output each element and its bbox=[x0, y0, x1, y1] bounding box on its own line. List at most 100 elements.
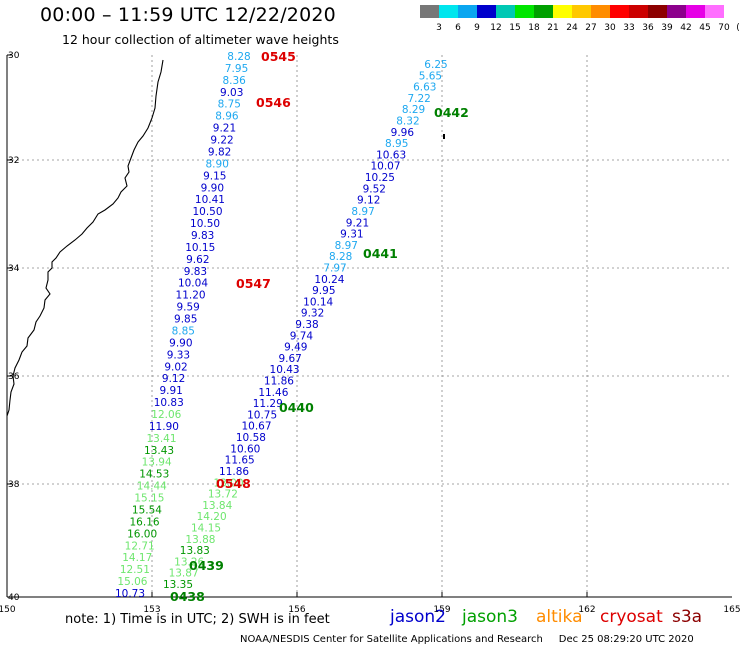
legend-swatch bbox=[496, 5, 515, 18]
latitude-label: 32 bbox=[8, 156, 19, 166]
track-a-value: 16.16 bbox=[130, 516, 160, 528]
track-a-value: 8.96 bbox=[215, 111, 239, 123]
pass-time-labels: 0545 0546 0547 0548 0442 0441 0440 0439 0438 bbox=[170, 49, 469, 604]
satellite-name-s3a: s3a bbox=[672, 607, 703, 627]
track-b-value: 10.67 bbox=[241, 421, 271, 433]
longitude-label: 156 bbox=[288, 605, 305, 615]
track-b-value: 9.95 bbox=[312, 285, 335, 297]
track-a-value: 9.22 bbox=[210, 135, 233, 147]
track-b-value: 9.74 bbox=[290, 330, 314, 342]
track-a-value: 8.28 bbox=[227, 51, 250, 63]
track-a-value: 15.15 bbox=[134, 493, 164, 505]
track-a-value: 11.90 bbox=[149, 421, 179, 433]
legend-swatch bbox=[439, 5, 458, 18]
track-a-value: 13.41 bbox=[146, 433, 176, 445]
legend-label: 27 bbox=[585, 23, 597, 33]
latitude-label: 30 bbox=[8, 51, 20, 61]
legend-label: 9 bbox=[474, 23, 480, 33]
track-a-value: 10.41 bbox=[195, 194, 225, 206]
track-b-value: 10.60 bbox=[230, 443, 260, 455]
track-a-value: 9.03 bbox=[220, 87, 243, 99]
legend-label: 36 bbox=[642, 23, 654, 33]
track-a-value: 9.91 bbox=[159, 385, 182, 397]
track-a-value: 8.85 bbox=[172, 325, 195, 337]
axis-ticks bbox=[7, 54, 588, 597]
track-a-value: 10.04 bbox=[178, 278, 208, 290]
track-b-value: 10.75 bbox=[247, 409, 277, 421]
track-b-value: 13.84 bbox=[202, 500, 232, 512]
coastline bbox=[6, 59, 164, 417]
satellite-name-jason2: jason2 bbox=[390, 607, 446, 627]
track-b-value: 10.63 bbox=[376, 149, 406, 161]
track-a-value: 10.50 bbox=[192, 206, 222, 218]
track-b-value: 9.67 bbox=[278, 353, 301, 365]
track-b-value: 13.87 bbox=[169, 568, 199, 580]
track-a-value: 10.73 bbox=[115, 588, 145, 600]
track-b-value: 6.25 bbox=[424, 59, 447, 71]
legend-label: 33 bbox=[623, 23, 635, 33]
pass-time-label: 0545 bbox=[261, 49, 296, 64]
track-b-value: 14.15 bbox=[191, 522, 221, 534]
track-a-value: 7.95 bbox=[225, 63, 248, 75]
track-b-value: 7.22 bbox=[407, 93, 430, 105]
track-b-value: 13.26 bbox=[174, 556, 204, 568]
track-a-value: 14.17 bbox=[122, 552, 152, 564]
track-b-value: 10.43 bbox=[270, 364, 300, 376]
track-b-value: 9.52 bbox=[363, 183, 386, 195]
legend-swatch bbox=[686, 5, 705, 18]
track-b-value: 13.35 bbox=[163, 579, 193, 591]
legend-label: 6 bbox=[455, 23, 461, 33]
track-b-value: 8.95 bbox=[385, 138, 408, 150]
satellite-name-cryosat: cryosat bbox=[600, 607, 663, 627]
page-title: 00:00 – 11:59 UTC 12/22/2020 bbox=[40, 4, 336, 26]
track-a-value: 9.15 bbox=[203, 170, 226, 182]
track-b-value: 5.65 bbox=[419, 70, 442, 82]
legend-label: 30 bbox=[604, 23, 616, 33]
track-a-value: 15.54 bbox=[132, 504, 162, 516]
track-a-value: 9.82 bbox=[208, 146, 231, 158]
track-b-value: 10.14 bbox=[303, 296, 333, 308]
pass-time-label: 0442 bbox=[434, 105, 469, 120]
track-a-value: 8.36 bbox=[222, 75, 246, 87]
legend-swatch bbox=[534, 5, 553, 18]
satellite-track-a: 8.287.958.369.038.758.969.219.229.828.90… bbox=[115, 51, 251, 600]
legend-label: (ft) bbox=[736, 23, 740, 33]
legend-label: 21 bbox=[547, 23, 559, 33]
track-b-value: 9.32 bbox=[301, 308, 324, 320]
longitude-label: 165 bbox=[723, 605, 740, 615]
legend-swatch bbox=[553, 5, 572, 18]
track-a-value: 9.02 bbox=[164, 361, 187, 373]
latitude-label: 38 bbox=[8, 480, 20, 490]
pass-time-label: 0548 bbox=[216, 476, 251, 491]
satellite-name-altika: altika bbox=[536, 607, 583, 627]
track-a-value: 8.75 bbox=[218, 99, 241, 111]
pass-time-label: 0546 bbox=[256, 95, 291, 110]
map-subtitle: 12 hour collection of altimeter wave hei… bbox=[62, 32, 339, 47]
track-b-value: 9.49 bbox=[284, 342, 307, 354]
track-a-value: 9.90 bbox=[201, 182, 224, 194]
longitude-labels: 150 153 156 159 162 165 bbox=[0, 605, 740, 615]
latitude-labels: 30 32 34 36 38 40 bbox=[8, 51, 20, 603]
legend-swatch bbox=[629, 5, 648, 18]
graticule-grid bbox=[7, 55, 732, 597]
track-a-value: 9.83 bbox=[184, 266, 207, 278]
pass-time-label: 0438 bbox=[170, 589, 205, 604]
satellite-name-jason3: jason3 bbox=[462, 607, 518, 627]
legend-label: 39 bbox=[661, 23, 673, 33]
latitude-label: 34 bbox=[8, 264, 20, 274]
track-b-value: 8.97 bbox=[351, 206, 374, 218]
track-a-value: 9.90 bbox=[169, 337, 192, 349]
track-b-value: 10.25 bbox=[365, 172, 395, 184]
track-a-value: 13.43 bbox=[144, 445, 174, 457]
pass-time-label: 0440 bbox=[279, 400, 314, 415]
legend-swatch bbox=[420, 5, 439, 18]
legend-swatch bbox=[477, 5, 496, 18]
track-a-value: 15.06 bbox=[117, 576, 147, 588]
track-b-value: 13.88 bbox=[185, 534, 215, 546]
legend-label: 12 bbox=[490, 23, 502, 33]
track-a-value: 10.50 bbox=[190, 218, 220, 230]
longitude-label: 150 bbox=[0, 605, 16, 615]
credit-line: NOAA/NESDIS Center for Satellite Applica… bbox=[240, 634, 694, 645]
track-b-value: 8.28 bbox=[329, 251, 352, 263]
